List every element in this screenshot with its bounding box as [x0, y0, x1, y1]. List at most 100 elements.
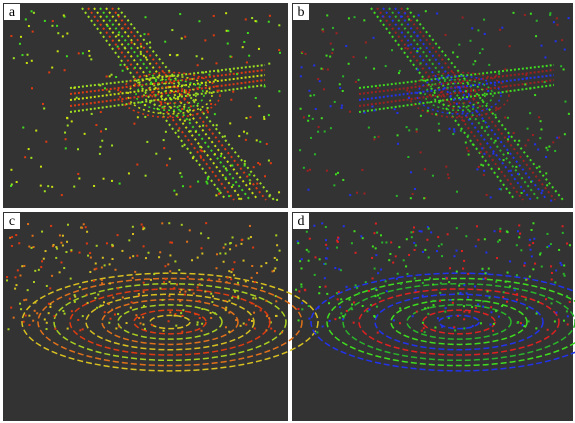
point: [103, 301, 105, 303]
point: [197, 181, 199, 183]
point: [466, 147, 468, 149]
point: [231, 164, 233, 166]
point: [499, 188, 501, 190]
point: [325, 226, 327, 228]
point: [190, 130, 192, 132]
point: [351, 308, 353, 310]
point: [541, 266, 543, 268]
point: [564, 133, 566, 135]
point: [128, 172, 130, 174]
point: [547, 149, 549, 151]
point: [307, 189, 309, 191]
point: [467, 135, 469, 137]
point: [274, 257, 276, 259]
point: [181, 37, 183, 39]
point: [297, 240, 299, 242]
point: [74, 296, 76, 298]
point: [65, 138, 67, 140]
point: [491, 311, 493, 313]
point: [249, 225, 251, 227]
point: [257, 162, 259, 164]
point: [399, 307, 401, 309]
point: [385, 280, 387, 282]
point: [472, 325, 474, 327]
point: [505, 281, 507, 283]
point: [198, 300, 200, 302]
point: [482, 48, 484, 50]
panel-c: [3, 212, 288, 421]
point: [266, 315, 268, 317]
point: [327, 247, 329, 249]
point: [153, 273, 155, 275]
point: [115, 269, 117, 271]
point: [499, 29, 501, 31]
point: [372, 37, 374, 39]
point: [352, 56, 354, 58]
point: [182, 185, 184, 187]
point: [416, 50, 418, 52]
point: [189, 289, 191, 291]
point: [26, 62, 28, 64]
point: [20, 308, 22, 310]
point: [100, 111, 102, 113]
point: [142, 323, 144, 325]
point: [340, 298, 342, 300]
point: [30, 157, 32, 159]
point: [551, 302, 553, 304]
point: [530, 249, 532, 251]
point: [316, 331, 318, 333]
point: [276, 244, 278, 246]
point: [99, 84, 101, 86]
point: [365, 41, 367, 43]
point: [168, 295, 170, 297]
point: [251, 320, 253, 322]
point: [169, 311, 171, 313]
point: [438, 123, 440, 125]
point: [8, 328, 10, 330]
point: [424, 331, 426, 333]
point: [230, 271, 232, 273]
point: [162, 299, 164, 301]
point: [441, 255, 443, 257]
point: [82, 328, 84, 330]
point: [140, 53, 142, 55]
point: [417, 35, 419, 37]
point: [520, 322, 522, 324]
point: [164, 41, 166, 43]
point: [189, 119, 191, 121]
point: [225, 309, 227, 311]
point: [438, 245, 440, 247]
point: [67, 224, 69, 226]
point: [138, 317, 140, 319]
point: [483, 174, 485, 176]
point: [434, 326, 436, 328]
point: [182, 315, 184, 317]
point: [279, 250, 281, 252]
point: [96, 245, 98, 247]
point: [63, 14, 65, 16]
point: [453, 326, 455, 328]
point: [85, 226, 87, 228]
point: [482, 300, 484, 302]
point: [274, 330, 276, 332]
point: [27, 289, 29, 291]
point: [272, 270, 274, 272]
point: [480, 151, 482, 153]
point: [532, 242, 534, 244]
point: [509, 285, 511, 287]
point: [312, 118, 314, 120]
point: [141, 224, 143, 226]
point: [128, 239, 130, 241]
point: [297, 242, 299, 244]
point: [193, 292, 195, 294]
point: [548, 146, 550, 148]
figure: a b c d: [0, 0, 575, 423]
point: [126, 66, 128, 68]
point: [197, 321, 199, 323]
point: [56, 248, 58, 250]
point: [365, 281, 367, 283]
point: [506, 230, 508, 232]
point: [171, 242, 173, 244]
point: [422, 251, 424, 253]
point: [240, 325, 242, 327]
